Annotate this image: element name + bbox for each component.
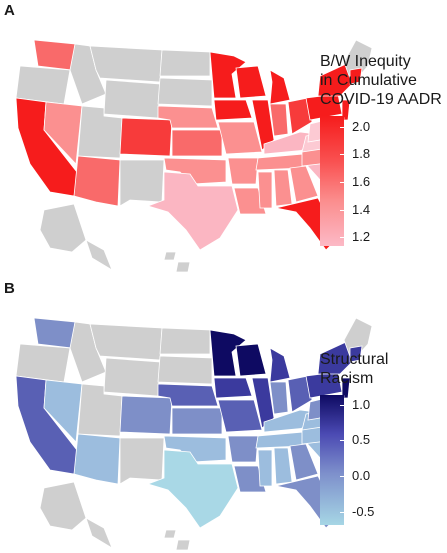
state-georgia (289, 443, 319, 481)
state-new-jersey (341, 377, 351, 399)
state-kansas (171, 407, 223, 435)
state-louisiana (233, 187, 267, 215)
state-missouri (217, 121, 263, 155)
state-montana (89, 45, 163, 83)
legend-tickmark (340, 405, 344, 406)
state-oregon (15, 343, 71, 383)
map-panel-b: B Structural Racism 1.0 0.5 0.0 -0.5 (0, 278, 447, 553)
state-mississippi (257, 171, 273, 209)
legend-colorbar (320, 395, 344, 525)
state-ohio (287, 97, 313, 135)
legend-tickmark (340, 182, 344, 183)
state-arizona (73, 433, 121, 485)
state-nebraska (157, 105, 219, 129)
state-wyoming (103, 79, 161, 119)
legend-tick-label: 1.2 (352, 229, 371, 244)
state-iowa (213, 99, 253, 121)
legend-tick-label: 1.8 (352, 146, 371, 161)
legend-title: Structural Racism (320, 350, 388, 388)
legend-title-line: B/W Inequity (320, 53, 411, 70)
state-hawaii-2 (175, 261, 191, 273)
state-hawaii-1 (163, 251, 177, 261)
state-michigan (269, 347, 291, 383)
state-north-dakota (159, 49, 211, 77)
legend-tick-label: -0.5 (352, 504, 375, 519)
legend-title: B/W Inequity in Cumulative COVID-19 AADR (320, 52, 442, 109)
state-arkansas (227, 435, 259, 463)
choropleth-map (15, 317, 373, 551)
legend-tick-label: 1.6 (352, 174, 371, 189)
state-louisiana (233, 465, 267, 493)
state-nevada (43, 101, 83, 165)
legend-tick-label: 0.5 (352, 432, 371, 447)
state-missouri (217, 399, 263, 433)
state-north-dakota (159, 327, 211, 355)
state-ct-ri-ma (349, 67, 363, 85)
state-colorado (119, 395, 173, 435)
legend-title-line: COVID-19 AADR (320, 91, 442, 108)
legend-title-line: Racism (320, 370, 374, 387)
state-alabama (273, 169, 293, 207)
state-new-york (317, 341, 353, 375)
state-georgia (289, 165, 319, 203)
legend-tickmark (340, 237, 344, 238)
state-arizona (73, 155, 121, 207)
state-texas (146, 449, 239, 529)
state-wyoming (103, 357, 161, 397)
state-alaska (39, 203, 87, 253)
panel-label: A (4, 2, 15, 19)
state-alaska (39, 481, 87, 531)
legend-tickmark (340, 476, 344, 477)
state-hawaii-2 (175, 539, 191, 551)
state-iowa (213, 377, 253, 399)
legend-tick-label: 1.0 (352, 397, 371, 412)
state-new-mexico (119, 437, 165, 485)
state-minnesota (209, 51, 247, 99)
state-wisconsin (235, 343, 267, 377)
state-washington (33, 39, 76, 71)
state-alaska-tail (85, 239, 113, 271)
state-colorado (119, 117, 173, 157)
state-nebraska (157, 383, 219, 407)
state-michigan (269, 69, 291, 105)
state-hawaii-1 (163, 529, 177, 539)
legend-tickmark (340, 210, 344, 211)
legend-tickmark (340, 512, 344, 513)
state-wisconsin (235, 65, 267, 99)
legend-title-line: in Cumulative (320, 72, 417, 89)
state-new-mexico (119, 159, 165, 207)
panel-label: B (4, 280, 15, 297)
state-kansas (171, 129, 223, 157)
state-ct-ri-ma (349, 345, 363, 363)
legend-tickmark (340, 127, 344, 128)
state-south-dakota (157, 355, 213, 385)
legend-title-line: Structural (320, 351, 389, 368)
state-texas (146, 171, 239, 251)
state-alaska-tail (85, 517, 113, 549)
choropleth-map (15, 39, 373, 273)
state-illinois (251, 99, 275, 151)
legend-colorbar (320, 116, 344, 246)
state-montana (89, 323, 163, 361)
state-ohio (287, 375, 313, 413)
state-alabama (273, 447, 293, 485)
state-indiana (269, 103, 289, 137)
state-arkansas (227, 157, 259, 185)
state-south-dakota (157, 77, 213, 107)
legend-tick-label: 2.0 (352, 119, 371, 134)
map-panel-a: A B/W Inequity in Cumulative COVID-19 AA… (0, 0, 447, 275)
state-washington (33, 317, 76, 349)
state-oregon (15, 65, 71, 105)
state-minnesota (209, 329, 247, 377)
legend-tickmark (340, 440, 344, 441)
state-mississippi (257, 449, 273, 487)
state-indiana (269, 381, 289, 415)
state-illinois (251, 377, 275, 429)
legend-tick-label: 0.0 (352, 468, 371, 483)
state-new-jersey (341, 99, 351, 121)
state-nevada (43, 379, 83, 443)
legend-tick-label: 1.4 (352, 202, 371, 217)
legend-tickmark (340, 154, 344, 155)
state-new-york (317, 63, 353, 97)
